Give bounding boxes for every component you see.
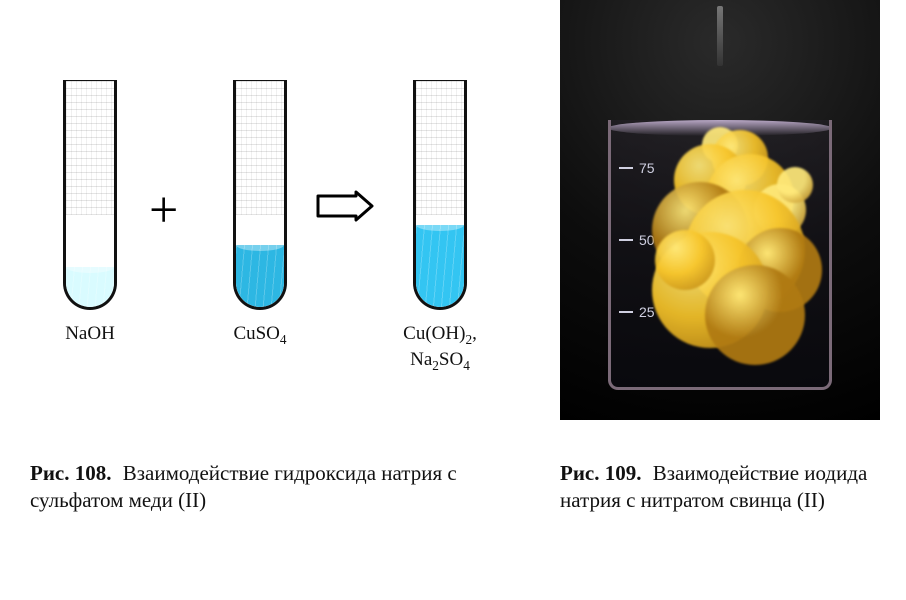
precipitate-blob [706, 154, 794, 242]
beaker-graduations: 75 50 25 [619, 160, 659, 320]
photo-panel: 75 50 25 [560, 0, 880, 420]
tick: 50 [619, 232, 659, 248]
tick: 25 [619, 304, 659, 320]
test-tube [233, 80, 287, 310]
precipitate-blob [674, 144, 746, 216]
precipitate-blob [652, 232, 768, 348]
figure-number: Рис. 108. [30, 461, 112, 485]
tube-cuso4: CuSO4 [210, 80, 310, 348]
caption-109: Рис. 109. Взаимодействие иодида натрия с… [560, 460, 890, 515]
precipitate-blob [705, 265, 805, 365]
tube-label: NaOH [40, 322, 140, 346]
liquid [236, 245, 284, 307]
caption-108: Рис. 108. Взаимодействие гидроксида натр… [30, 460, 500, 515]
tube-hatch [236, 80, 284, 215]
precipitate-blob [652, 182, 748, 278]
tick: 75 [619, 160, 659, 176]
tube-row: NaOH + CuSO4 Cu(OH)2,Na [30, 80, 500, 400]
test-tube [413, 80, 467, 310]
tube-product: Cu(OH)2,Na2SO4 [390, 80, 490, 375]
precipitate-blob [685, 190, 805, 310]
figure-109: 75 50 25 [560, 0, 880, 520]
tube-hatch [66, 80, 114, 215]
precipitate-cloud [630, 140, 830, 370]
precipitate-blob [712, 130, 768, 186]
precipitate-blob [777, 167, 813, 203]
tube-label: Cu(OH)2,Na2SO4 [390, 322, 490, 375]
precipitate-blob [754, 184, 806, 236]
figure-number: Рис. 109. [560, 461, 642, 485]
arrow-icon [316, 190, 374, 222]
liquid [66, 267, 114, 307]
test-tube [63, 80, 117, 310]
precipitate-blob [702, 127, 738, 163]
tube-hatch [416, 80, 464, 215]
figure-108: NaOH + CuSO4 Cu(OH)2,Na [30, 80, 500, 520]
dropper-icon [717, 6, 723, 66]
tube-label: CuSO4 [210, 322, 310, 348]
liquid [416, 225, 464, 307]
tube-naoh: NaOH [40, 80, 140, 346]
precipitate-blob [738, 228, 822, 312]
plus-icon: + [149, 185, 178, 237]
precipitate-blob [655, 230, 715, 290]
beaker: 75 50 25 [608, 120, 832, 390]
